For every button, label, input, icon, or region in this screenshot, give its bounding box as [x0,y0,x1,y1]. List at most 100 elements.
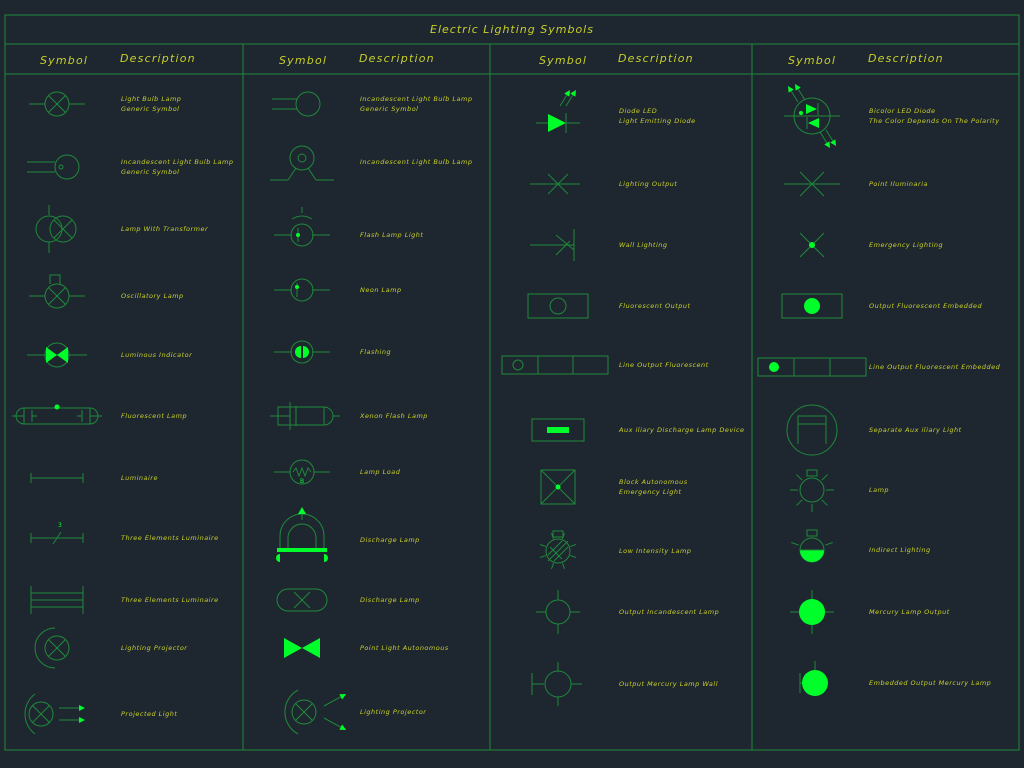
symbol-description: Luminaire [121,474,158,482]
symbol-description: Lamp With Transformer [121,225,209,233]
symbol-description: Point Iluminaria [869,180,928,188]
output-incandescent-lamp-icon [536,590,580,634]
symbol-description: Wall Lighting [619,241,668,249]
symbol-row-light-bulb-lamp: Light Bulb Lamp Generic Symbol [29,91,181,117]
lighting-output-icon [530,173,580,195]
output-mercury-lamp-wall-icon [531,662,582,706]
symbol-description: Fluorescent Output [619,302,691,310]
line-output-fluorescent-embedded-icon [757,357,867,377]
header-symbol: Symbol [40,54,88,67]
incandescent-lamp-icon [27,154,80,180]
wall-lighting-icon [530,229,575,261]
header-description: Description [618,52,694,65]
lamp-with-transformer-icon [35,205,77,253]
symbol-row-luminous-indicator: Luminous Indicator [27,342,193,368]
svg-text:B: B [300,478,304,485]
header-row: Symbol Description Symbol Description Sy… [40,52,944,67]
symbol-description: Generic Symbol [360,105,419,113]
oscillatory-lamp-icon [29,274,85,309]
symbol-description: Lighting Output [619,180,677,188]
symbol-description: Embedded Output Mercury Lamp [869,679,991,687]
symbol-row-incandescent-lamp: Incandescent Light Bulb Lamp Generic Symb… [27,154,233,180]
symbol-row-oscillatory-lamp: Oscillatory Lamp [29,274,183,309]
output-fluorescent-embedded-icon [781,293,843,319]
fluorescent-lamp-icon [12,404,102,425]
symbol-row-fluorescent-output: Fluorescent Output [527,293,691,319]
symbol-description: Generic Symbol [121,105,180,113]
symbol-description: Luminous Indicator [121,351,193,359]
header-description: Description [868,52,944,65]
three-elements-luminaire-bars-icon [30,586,84,614]
symbol-description: Three Elements Luminaire [121,534,219,542]
symbol-row-flash-lamp-light: Flash Lamp Light [274,207,423,247]
symbol-description: Indirect Lighting [869,546,931,554]
incandescent-lamp-base-icon [270,145,334,181]
symbol-row-line-output-fluorescent: Line Output Fluorescent [501,355,709,375]
symbol-row-output-fluorescent-embedded: Output Fluorescent Embedded [781,293,982,319]
header-symbol: Symbol [788,54,836,67]
header-symbol: Symbol [279,54,327,67]
symbol-row-auxiliary-discharge-lamp-device: Aux iliary Discharge Lamp Device [531,418,745,442]
embedded-output-mercury-lamp-icon [799,661,828,696]
discharge-lamp-icon [276,507,328,562]
fluorescent-output-icon [527,293,589,319]
diode-led-icon [536,90,580,133]
symbol-description: Output Fluorescent Embedded [869,302,982,310]
neon-lamp-icon [274,278,330,302]
symbol-row-emergency-lighting: Emergency Lighting [799,232,943,258]
flash-lamp-light-icon [274,207,330,247]
symbol-description: Low Intensity Lamp [619,547,691,555]
table-title: Electric Lighting Symbols [430,23,594,36]
symbol-row-incandescent-lamp-base: Incandescent Light Bulb Lamp [270,145,472,181]
symbol-row-indirect-lighting: Indirect Lighting [791,529,931,563]
symbol-description: Incandescent Light Bulb Lamp [360,158,472,166]
three-elements-luminaire-icon: 3 [30,522,84,545]
lamp-load-icon: B [274,459,330,485]
discharge-lamp-capsule-icon [276,588,328,612]
symbol-row-fluorescent-lamp: Fluorescent Lamp [12,404,187,425]
xenon-flash-lamp-icon [270,402,340,430]
symbol-description: Point Light Autonomous [360,644,449,652]
header-description: Description [120,52,196,65]
symbol-row-lamp: Lamp [790,469,889,512]
symbol-row-line-output-fluorescent-embedded: Line Output Fluorescent Embedded [757,357,1000,377]
projected-light-icon [24,693,85,735]
point-iluminaria-icon [784,171,840,197]
symbol-description: Fluorescent Lamp [121,412,187,420]
symbol-row-diode-led: Diode LED Light Emitting Diode [536,90,695,133]
symbol-row-discharge-lamp: Discharge Lamp [276,507,420,562]
symbol-description: Three Elements Luminaire [121,596,219,604]
indirect-lighting-icon [791,529,833,563]
symbol-description: Line Output Fluorescent [619,361,709,369]
symbol-row-output-mercury-lamp-wall: Output Mercury Lamp Wall [531,662,718,706]
symbol-description: Emergency Light [619,488,682,496]
symbol-row-point-iluminaria: Point Iluminaria [784,171,928,197]
symbol-row-low-intensity-lamp: Low Intensity Lamp [539,530,691,570]
auxiliary-discharge-lamp-device-icon [531,418,585,442]
symbol-row-luminaire: Luminaire [30,473,158,483]
lighting-projector-arrows-icon [284,689,346,735]
symbol-row-discharge-lamp-capsule: Discharge Lamp [276,588,419,612]
symbol-description: Separate Aux iliary Light [869,426,962,434]
line-output-fluorescent-icon [501,355,609,375]
symbol-description: Output Mercury Lamp Wall [619,680,718,688]
symbol-row-separate-auxiliary-light: Separate Aux iliary Light [786,404,962,456]
symbol-row-wall-lighting: Wall Lighting [530,229,668,261]
symbol-description: Neon Lamp [360,286,402,294]
bicolor-led-diode-icon [784,84,840,148]
symbol-row-lighting-projector-arrows: Lighting Projector [284,689,427,735]
symbol-description: Block Autonomous [619,478,688,486]
symbol-row-point-light-autonomous: Point Light Autonomous [284,638,449,658]
table-frame [4,14,1020,751]
symbol-row-lamp-load: B Lamp Load [274,459,400,485]
symbol-description: Lamp [869,486,889,494]
symbol-description: Flashing [360,348,391,356]
symbol-description: Discharge Lamp [360,536,420,544]
symbol-row-xenon-flash-lamp: Xenon Flash Lamp [270,402,427,430]
symbol-description: Emergency Lighting [869,241,943,249]
symbol-description: Aux iliary Discharge Lamp Device [618,426,745,434]
symbol-description: The Color Depends On The Polarity [869,117,1000,125]
symbol-row-block-autonomous-emergency-light: Block Autonomous Emergency Light [540,469,688,505]
symbol-description: Output Incandescent Lamp [619,608,719,616]
symbol-description: Light Bulb Lamp [121,95,181,103]
